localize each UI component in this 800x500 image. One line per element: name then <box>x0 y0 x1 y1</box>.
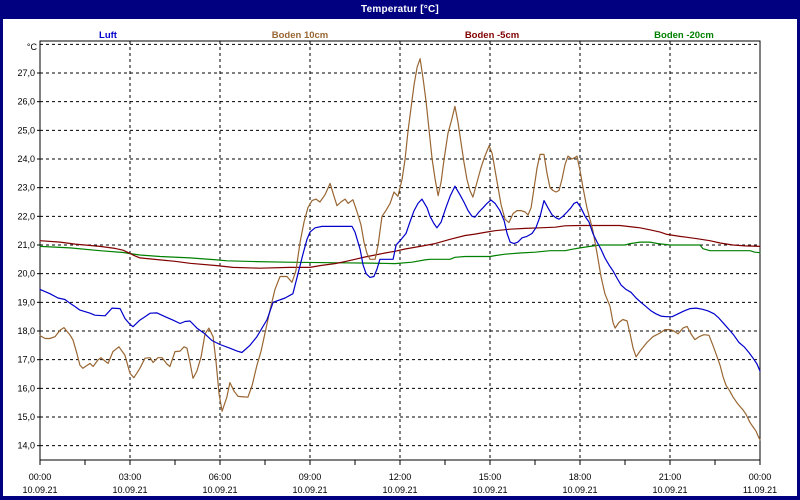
series-boden--5cm <box>39 224 761 269</box>
series-boden--20cm <box>39 241 761 265</box>
svg-text:10.09.21: 10.09.21 <box>562 485 597 495</box>
svg-text:12:00: 12:00 <box>389 472 412 482</box>
svg-text:10.09.21: 10.09.21 <box>472 485 507 495</box>
legend-cell: Boden -5cm <box>396 25 588 41</box>
svg-text:27,0: 27,0 <box>17 68 35 78</box>
svg-text:15:00: 15:00 <box>479 472 502 482</box>
svg-text:09:00: 09:00 <box>299 472 322 482</box>
legend-label-boden-minus20cm: Boden -20cm <box>654 30 714 41</box>
svg-text:19,0: 19,0 <box>17 297 35 307</box>
y-axis-labels: 27,0 26,0 25,0 24,0 23,0 22,0 21,0 20,0 19,0 18,0… <box>17 42 37 451</box>
svg-text:15,0: 15,0 <box>17 412 35 422</box>
legend-cell: Luft <box>12 25 204 41</box>
svg-text:21,0: 21,0 <box>17 240 35 250</box>
svg-text:25,0: 25,0 <box>17 125 35 135</box>
svg-text:00:00: 00:00 <box>749 472 772 482</box>
series-boden-10cm <box>39 58 761 441</box>
svg-text:10.09.21: 10.09.21 <box>652 485 687 495</box>
svg-text:22,0: 22,0 <box>17 211 35 221</box>
svg-text:26,0: 26,0 <box>17 97 35 107</box>
grid-lines <box>40 41 760 460</box>
svg-text:17,0: 17,0 <box>17 355 35 365</box>
x-axis-labels: 00:00 10.09.21 03:00 10.09.21 06:00 10.09.21 0… <box>22 472 777 495</box>
axes-frame <box>37 40 761 465</box>
svg-text:14,0: 14,0 <box>17 441 35 451</box>
svg-text:18:00: 18:00 <box>569 472 592 482</box>
svg-text:10.09.21: 10.09.21 <box>112 485 147 495</box>
svg-text:20,0: 20,0 <box>17 269 35 279</box>
svg-text:10.09.21: 10.09.21 <box>202 485 237 495</box>
svg-text:11.09.21: 11.09.21 <box>743 485 777 495</box>
legend-cell: Boden 10cm <box>204 25 396 41</box>
svg-text:10.09.21: 10.09.21 <box>22 485 57 495</box>
legend-label-luft: Luft <box>99 30 117 41</box>
svg-text:24,0: 24,0 <box>17 154 35 164</box>
legend-label-boden-10cm: Boden 10cm <box>271 30 329 41</box>
series-luft <box>39 185 761 372</box>
svg-text:00:00: 00:00 <box>29 472 52 482</box>
svg-text:10.09.21: 10.09.21 <box>292 485 327 495</box>
svg-text:16,0: 16,0 <box>17 383 35 393</box>
legend-label-boden-minus5cm: Boden -5cm <box>464 30 520 41</box>
window-title: Temperatur [°C] <box>361 4 439 15</box>
chart-legend: Luft Boden 10cm Boden -5cm Boden -20cm <box>12 25 780 41</box>
svg-text:06:00: 06:00 <box>209 472 232 482</box>
svg-text:18,0: 18,0 <box>17 326 35 336</box>
svg-text:03:00: 03:00 <box>119 472 142 482</box>
svg-text:21:00: 21:00 <box>659 472 682 482</box>
title-bar: Temperatur [°C] <box>0 0 800 19</box>
svg-text:10.09.21: 10.09.21 <box>382 485 417 495</box>
legend-cell: Boden -20cm <box>588 25 780 41</box>
svg-text:23,0: 23,0 <box>17 183 35 193</box>
svg-text:°C: °C <box>27 42 38 52</box>
